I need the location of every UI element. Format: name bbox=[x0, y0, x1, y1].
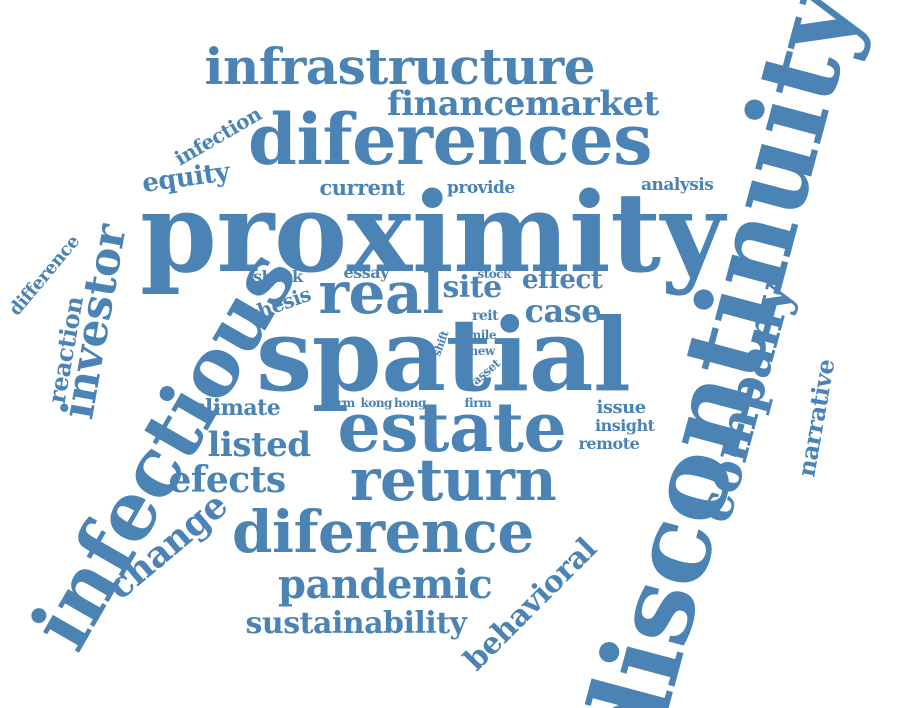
word-diferences: diferences bbox=[248, 98, 653, 181]
word-real: real bbox=[318, 259, 445, 327]
word-mile: mile bbox=[468, 328, 497, 342]
word-norm: norm bbox=[321, 396, 355, 410]
word-effect: effect bbox=[522, 265, 603, 295]
word-analysis: analysis bbox=[641, 174, 714, 195]
word-case: case bbox=[524, 292, 602, 330]
word-kong: kong bbox=[360, 396, 393, 410]
word-financemarket: financemarket bbox=[387, 84, 659, 124]
word-hong: hong bbox=[394, 396, 426, 410]
word-efects: efects bbox=[168, 459, 287, 501]
word-diference: diference bbox=[232, 498, 534, 566]
word-firm: firm bbox=[464, 396, 492, 410]
word-current: current bbox=[319, 174, 406, 200]
word-site: site bbox=[442, 270, 503, 305]
word-spatial: spatial bbox=[256, 296, 631, 414]
word-climate: climate bbox=[192, 395, 281, 421]
word-essay: essay bbox=[343, 263, 390, 282]
word-infrastructure: infrastructure bbox=[204, 37, 596, 96]
word-shock: shock bbox=[253, 267, 303, 286]
word-listed: listed bbox=[207, 425, 312, 465]
word-insight: insight bbox=[595, 416, 655, 435]
word-narrative: narrative bbox=[790, 356, 840, 479]
word-pandemic: pandemic bbox=[278, 561, 493, 608]
word-sustainability: sustainability bbox=[245, 606, 468, 641]
word-issue: issue bbox=[596, 397, 647, 418]
word-return: return bbox=[350, 446, 557, 514]
word-new: new bbox=[469, 344, 496, 358]
word-stock: stock bbox=[477, 267, 512, 281]
word-reit: reit bbox=[472, 308, 499, 324]
word-provide: provide bbox=[447, 177, 515, 198]
word-remote: remote bbox=[578, 434, 640, 453]
word-proximity: proximity bbox=[140, 168, 725, 297]
word-estate: estate bbox=[337, 388, 567, 468]
